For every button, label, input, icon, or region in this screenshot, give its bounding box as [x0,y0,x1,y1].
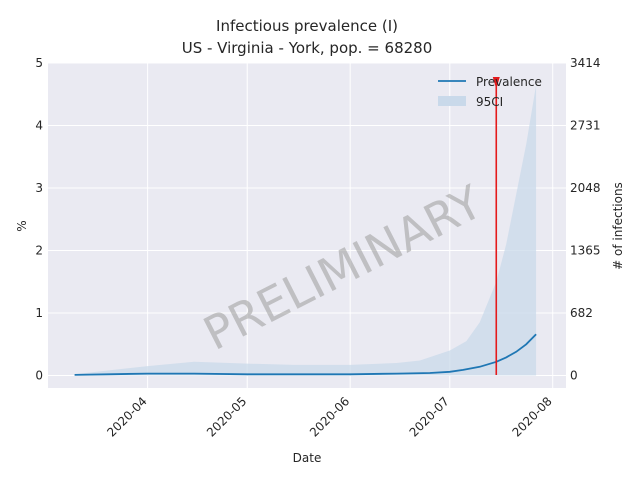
x-axis-label: Date [293,451,322,465]
legend-label-95ci: 95CI [476,95,503,109]
y-tick-label-4: 4 [35,119,43,133]
y-right-axis-ticks: 0 682 1365 2048 2731 3414 [570,56,601,383]
y-axis-ticks: 0 1 2 3 4 5 [35,56,43,383]
legend: Prevalence 95CI [438,75,542,109]
y-tick-label-5: 5 [35,56,43,70]
y-tick-label-2: 2 [35,244,43,258]
prevalence-line [74,333,537,376]
chart-subtitle: US - Virginia - York, pop. = 68280 [182,39,433,57]
legend-swatch-95ci [438,96,466,106]
ci-band [74,84,537,376]
date-marker-arrow [492,77,500,89]
y-right-axis-label: # of infections [611,182,625,270]
y-right-tick-label-0: 0 [570,369,578,383]
legend-label-prevalence: Prevalence [476,75,542,89]
y-right-tick-label-1: 682 [570,306,593,320]
y-right-tick-label-3: 2048 [570,181,601,195]
chart-title: Infectious prevalence (I) [216,17,398,35]
y-tick-label-3: 3 [35,181,43,195]
y-right-tick-label-2: 1365 [570,244,601,258]
y-axis-label: % [15,220,29,231]
y-right-tick-label-4: 2731 [570,119,601,133]
y-tick-label-0: 0 [35,369,43,383]
y-right-tick-label-5: 3414 [570,56,601,70]
y-tick-label-1: 1 [35,306,43,320]
